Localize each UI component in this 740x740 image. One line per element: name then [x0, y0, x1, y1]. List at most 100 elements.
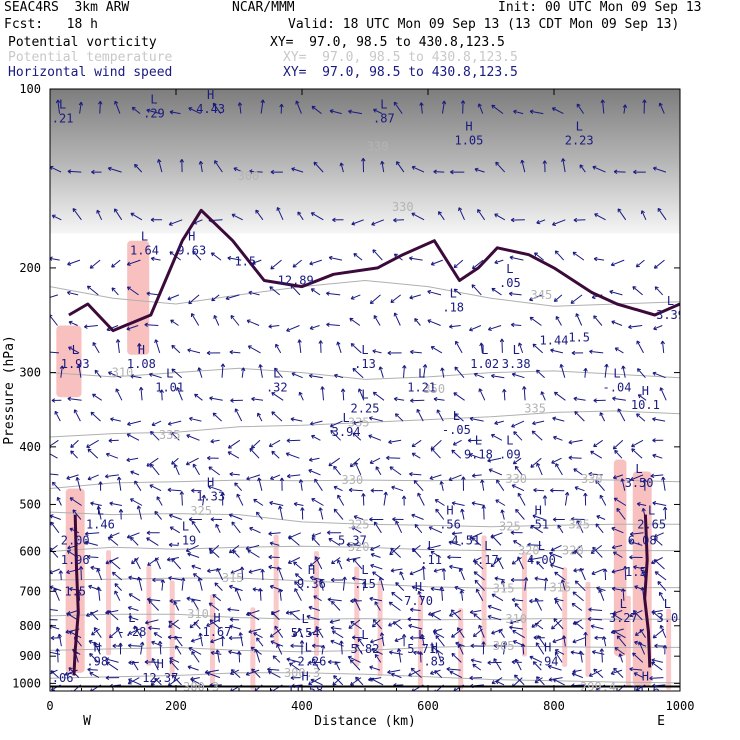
wind-vector [108, 371, 122, 379]
wind-vector [371, 648, 383, 655]
wind-vector [378, 366, 384, 378]
wind-vector [509, 255, 524, 261]
wind-vector [319, 578, 324, 591]
wind-vector [198, 160, 204, 173]
wind-vector [191, 520, 201, 534]
wind-vector [439, 586, 444, 601]
wind-vector [387, 350, 402, 356]
wind-vector [50, 473, 59, 476]
wind-vector [561, 158, 566, 173]
wind-vector [411, 452, 421, 459]
wind-vector [294, 581, 304, 591]
wind-vector [328, 255, 343, 261]
extremum-low-marker: L [635, 462, 642, 476]
wind-vector [278, 505, 283, 520]
wind-vector [630, 474, 644, 481]
wind-vector [276, 566, 284, 581]
wind-vector [477, 103, 484, 114]
wind-vector [258, 588, 263, 601]
wind-vector [108, 438, 119, 443]
wind-vector [529, 655, 543, 663]
wind-vector [496, 557, 504, 570]
wind-vector [253, 498, 264, 506]
wind-vector [272, 655, 281, 663]
theta-label: 335 [348, 416, 370, 430]
wind-vector [435, 649, 442, 663]
wind-vector [186, 434, 200, 441]
extremum-high-marker: H [207, 476, 214, 490]
field-name-pv: Potential vorticity [8, 35, 157, 50]
wind-vector [314, 478, 323, 491]
wind-vector [230, 568, 242, 575]
extremum-value: .09 [499, 447, 521, 461]
theta-contour-300 [50, 672, 680, 684]
wind-vector [599, 648, 605, 663]
wind-vector [512, 630, 525, 639]
wind-vector [593, 315, 603, 326]
wind-vector [592, 546, 603, 558]
wind-vector [314, 556, 323, 570]
wind-vector [369, 457, 381, 464]
wind-vector [67, 169, 82, 174]
wind-vector [560, 579, 566, 591]
wind-vector [215, 649, 220, 663]
x-tick-label: 200 [165, 699, 187, 713]
wind-vector [620, 478, 626, 491]
wind-vector [228, 513, 243, 520]
wind-vector [50, 619, 58, 621]
wind-vector [514, 658, 522, 671]
wind-vector [471, 501, 485, 506]
wind-vector [661, 476, 666, 491]
pv-shading-streak [169, 580, 175, 676]
wind-vector [212, 594, 222, 602]
wind-vector [389, 545, 401, 556]
wind-vector [150, 430, 160, 441]
extremum-value: 5.54 [291, 626, 320, 640]
wind-vector [653, 532, 664, 538]
wind-vector [510, 217, 525, 223]
wind-vector [494, 420, 504, 425]
wind-vector [616, 507, 626, 520]
wind-vector [230, 669, 241, 678]
wind-vector [157, 640, 163, 655]
wind-vector [286, 657, 301, 663]
wind-vector [287, 557, 301, 564]
wind-vector [78, 101, 84, 114]
wind-vector [286, 473, 301, 479]
wind-vector [169, 657, 180, 663]
y-tick-label: 500 [19, 497, 41, 511]
extremum-value: .29 [143, 107, 165, 121]
extremum-high-marker: H [157, 657, 164, 671]
extremum-value: 1.46 [86, 517, 115, 531]
wind-vector [104, 474, 119, 479]
wind-vector [188, 517, 202, 522]
wind-vector [137, 343, 142, 353]
wind-vector [658, 591, 665, 601]
wind-vector [70, 439, 79, 448]
wind-vector [309, 325, 320, 330]
wind-vector [355, 643, 363, 655]
wind-vector [478, 624, 485, 638]
extremum-low-marker: L [273, 367, 280, 381]
wind-vector [429, 474, 442, 480]
extremum-low-marker: L [453, 409, 460, 423]
wind-vector [220, 363, 226, 378]
x-tick-label: 400 [291, 699, 313, 713]
wind-vector [613, 497, 627, 506]
wind-vector [496, 479, 505, 491]
wind-vector [127, 643, 143, 648]
wind-vector [128, 678, 142, 686]
wind-vector [313, 595, 322, 602]
wind-vector [416, 408, 424, 422]
wind-vector [191, 488, 202, 493]
wind-vector [90, 501, 102, 506]
wind-vector [470, 643, 485, 649]
theta-label: 300.3 [284, 666, 320, 680]
wind-vector [430, 613, 441, 621]
wind-vector [413, 650, 424, 656]
wind-vector [55, 99, 61, 114]
wind-vector [240, 367, 246, 378]
extremum-value: 5.71 [407, 642, 436, 656]
theta-label: 310 [505, 612, 527, 626]
